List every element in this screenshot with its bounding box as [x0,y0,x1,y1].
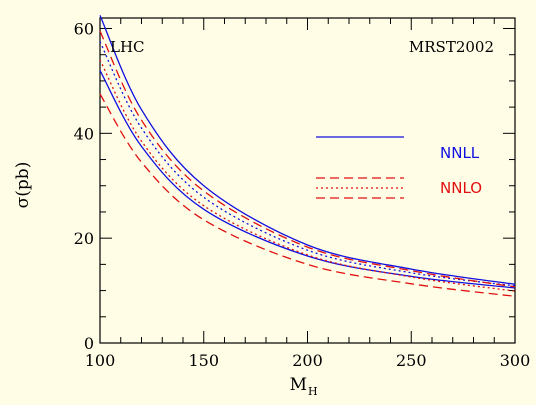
x-axis-title: M [290,375,307,395]
series-lines [99,15,516,297]
legend-nnll-label: NNLL [440,144,480,162]
nnll-solid-line [99,70,516,289]
x-tick-label: 100 [85,351,116,370]
x-axis-title-subscript: H [308,385,318,398]
y-tick-label: 60 [74,19,94,38]
x-tick-label: 150 [188,351,219,370]
legend: NNLL NNLO [316,136,482,199]
axis-ticks: 100 150 200 250 300 0 20 40 60 [74,18,531,370]
x-tick-label: 250 [396,351,427,370]
x-tick-label: 200 [292,351,323,370]
y-axis-title: σ(pb) [13,162,33,209]
y-tick-label: 20 [74,229,94,248]
y-tick-label: 40 [74,124,94,143]
legend-nnlo-label: NNLO [440,179,482,197]
collider-label: LHC [110,38,145,56]
nnll-dot-line [99,41,516,287]
nnll-solid-line [99,15,516,285]
y-tick-label: 0 [84,334,94,353]
pdf-label: MRST2002 [409,38,494,56]
x-tick-label: 300 [500,351,531,370]
nnlo-dot-line [99,59,516,292]
